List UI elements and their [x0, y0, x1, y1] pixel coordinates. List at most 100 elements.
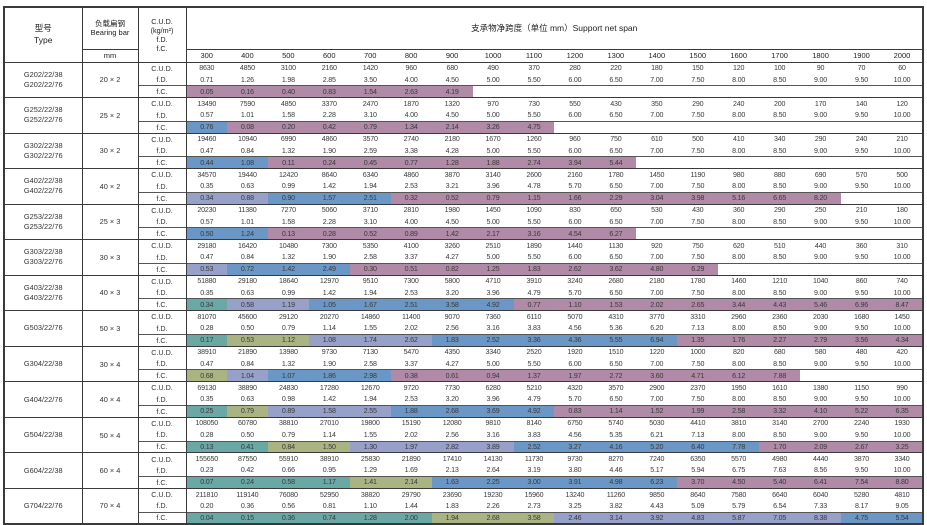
fc-value-cell: 4.19 [431, 85, 473, 98]
fd-value-cell: 4.79 [527, 395, 541, 404]
group-row-fd: f.D. 0.35 0.63 0.98 1.42 1.94 2.53 3.20 3.96 4.79… [4, 393, 923, 406]
fd-value-cell: 2.28 [322, 217, 336, 226]
fd-value-cell: 0.47 [200, 359, 214, 368]
group-row-cud: G303/22/38 G303/22/76 30 × 3 C.U.D. 29180 164… [4, 239, 923, 276]
fd-value-cell: 5.50 [527, 146, 541, 155]
fc-value-cell: 0.24 [308, 156, 350, 169]
fd-value-cell: 8.00 [732, 395, 746, 404]
fd-value-cell: 3.10 [363, 111, 377, 120]
row-label-fd: f.D. [138, 429, 187, 441]
fc-value-cell: 4.75 [841, 511, 882, 524]
fc-value-cell: 0.77 [390, 156, 432, 169]
fc-value-cell: 1.30 [349, 440, 391, 453]
fd-value-cell: 5.50 [527, 253, 541, 262]
fd-value-cell: 10.00 [893, 359, 911, 368]
cud-value-cell: 3140 [472, 168, 514, 181]
fd-value-cell: 8.50 [773, 253, 787, 262]
fd-value-cell: 5.17 [650, 466, 664, 475]
cud-value-cell: 570 [841, 168, 882, 181]
cud-value-cell: 90 [800, 61, 841, 74]
group-row-fc: f.C. 0.13 0.41 0.84 1.50 1.30 1.97 2.82 3.89 2.52… [4, 440, 923, 453]
cud-value-cell: 980 [718, 168, 760, 181]
fd-value-cell: 9.00 [814, 75, 828, 84]
cud-value-cell: 10940 [226, 132, 268, 145]
fd-value-cell: 7.50 [691, 75, 705, 84]
group-row-cud: G404/22/76 40 × 4 C.U.D. 69130 38890 24830 172… [4, 381, 923, 418]
fc-value-cell: 2.82 [431, 440, 473, 453]
cud-value-cell: 430 [677, 203, 719, 216]
fd-value-cell: 9.00 [814, 359, 828, 368]
row-label-cud: C.U.D. [138, 61, 187, 74]
cud-value-cell: 3260 [431, 239, 473, 252]
fc-value-cell [881, 369, 923, 382]
cud-value-cell: 8640 [308, 168, 350, 181]
fd-value-cell: 6.75 [732, 466, 746, 475]
load-capacity-table: 型号 Type 负载扁钢 Bearing bar C.U.D. (kg/m²) … [3, 6, 924, 525]
cud-value-cell: 1320 [431, 97, 473, 110]
fc-value-cell: 4.83 [677, 511, 719, 524]
fd-value-cell: 4.50 [445, 217, 459, 226]
cud-value-cell: 14130 [472, 452, 514, 465]
cud-value-cell: 5740 [595, 416, 637, 430]
type-line: G252/22/38 [23, 105, 63, 115]
fd-value-cell: 1.14 [322, 430, 336, 439]
fc-value-cell: 0.52 [431, 191, 473, 205]
fc-value-cell [718, 262, 760, 276]
cud-value-cell: 1150 [841, 381, 882, 394]
fd-value-cell: 7.50 [691, 288, 705, 297]
type-line: G302/22/38 [23, 140, 63, 150]
cud-value-cell: 27010 [308, 416, 350, 430]
fd-value-cell: 1.42 [322, 182, 336, 191]
fc-value-cell: 1.34 [390, 120, 432, 134]
fc-value-cell: 0.88 [226, 191, 268, 205]
fc-value-cell: 3.69 [472, 404, 514, 418]
fc-value-cell [841, 227, 882, 240]
fc-value-cell: 2.67 [841, 440, 882, 453]
cud-value-cell: 9730 [308, 345, 350, 359]
fd-value-cell: 8.50 [773, 217, 787, 226]
fc-value-cell: 1.76 [718, 333, 760, 347]
fc-value-cell: 3.89 [472, 440, 514, 453]
fc-value-cell: 0.51 [390, 262, 432, 276]
fc-value-cell [677, 120, 719, 134]
cud-value-cell: 21890 [226, 345, 268, 359]
cud-value-cell: 4320 [554, 381, 596, 394]
fc-value-cell: 6.35 [881, 404, 923, 418]
fd-value-cell: 0.28 [200, 324, 214, 333]
fd-value-cell: 0.98 [281, 395, 295, 404]
group-row-cud: G504/22/38 50 × 4 C.U.D. 108050 60780 38810 27… [4, 416, 923, 453]
cud-value-cell: 6990 [267, 132, 309, 145]
fd-value-cell: 1.90 [322, 359, 336, 368]
fd-value-cell: 6.00 [568, 217, 582, 226]
fd-value-cell: 8.00 [732, 288, 746, 297]
fc-value-cell: 2.65 [677, 298, 719, 311]
fd-value-cell: 1.26 [240, 75, 254, 84]
fc-value-cell: 0.79 [472, 191, 514, 205]
fc-value-cell: 3.32 [759, 404, 801, 418]
span-col-header: 1800 [812, 51, 829, 60]
cud-value-cell: 155650 [186, 452, 227, 465]
fd-value-cell: 9.50 [854, 217, 868, 226]
cud-value-cell: 25830 [349, 452, 391, 465]
cud-value-cell: 1980 [431, 203, 473, 216]
cud-value-cell: 200 [759, 97, 801, 110]
fd-value-cell: 1.42 [322, 288, 336, 297]
cud-value-cell: 620 [718, 239, 760, 252]
fd-value-cell: 5.50 [527, 111, 541, 120]
cud-value-cell: 210 [881, 132, 923, 145]
row-label-fc: f.C. [138, 476, 187, 489]
cud-value-cell: 490 [472, 61, 514, 74]
fc-value-cell: 1.42 [431, 227, 473, 240]
fc-value-cell: 0.72 [226, 262, 268, 276]
fc-value-cell: 3.62 [595, 262, 637, 276]
fd-value-cell: 1.14 [322, 324, 336, 333]
fd-value-cell: 2.58 [363, 253, 377, 262]
type-header-zh: 型号 [34, 23, 52, 34]
fd-value-cell: 6.50 [609, 359, 623, 368]
fc-value-cell: 1.14 [595, 404, 637, 418]
cud-value-cell: 7300 [390, 274, 432, 288]
fd-value-cell: 2.56 [445, 324, 459, 333]
row-label-cud: C.U.D. [138, 452, 187, 465]
fd-value-cell: 6.50 [609, 146, 623, 155]
fc-value-cell: 2.00 [390, 511, 432, 524]
